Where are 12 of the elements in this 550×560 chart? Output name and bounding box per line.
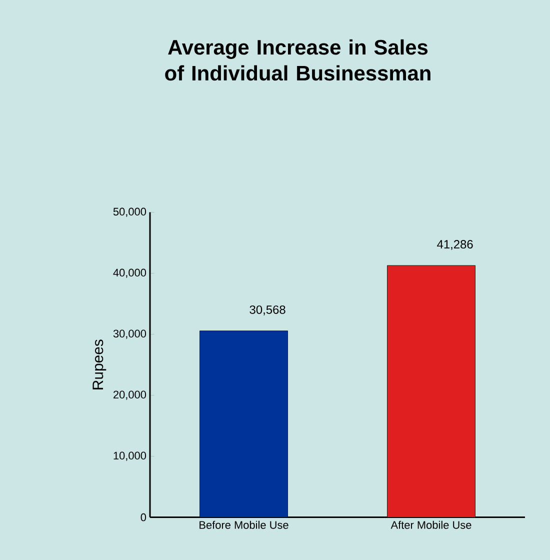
data-label: 30,568 <box>250 305 286 316</box>
y-axis-title: Rupees <box>92 340 106 390</box>
y-tick-label: 50,000 <box>113 208 146 217</box>
y-tick-label: 40,000 <box>113 268 146 278</box>
y-tick-label: 10,000 <box>114 452 146 461</box>
chart-title: Average Increase in Sales of Individual Businessman <box>165 39 430 81</box>
y-tick-label: 0 <box>140 513 146 522</box>
y-tick-label: 20,000 <box>114 390 146 400</box>
y-tick-label: 30,000 <box>113 330 146 339</box>
x-tick-label: Before Mobile Use <box>200 520 288 529</box>
x-tick-label: After Mobile Use <box>390 520 472 529</box>
data-label: 41,286 <box>437 240 473 250</box>
